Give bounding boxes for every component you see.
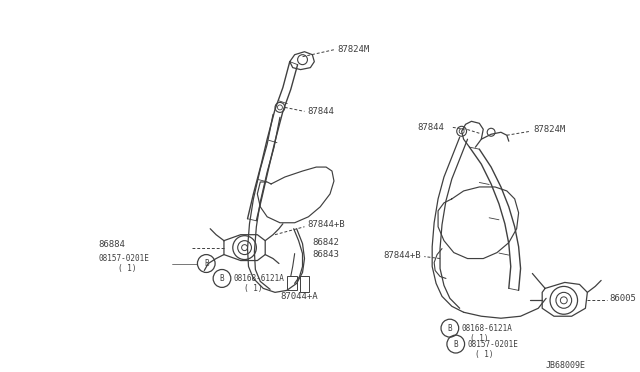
Text: B: B — [204, 259, 209, 268]
Bar — [287, 276, 296, 291]
Text: 08157-0201E: 08157-0201E — [98, 254, 149, 263]
Text: 86843: 86843 — [312, 250, 339, 259]
Text: B: B — [220, 274, 224, 283]
Text: B: B — [447, 324, 452, 333]
Text: B: B — [454, 340, 458, 349]
Text: 08168-6121A: 08168-6121A — [461, 324, 513, 333]
Text: 87824M: 87824M — [533, 125, 566, 134]
Text: ( 1): ( 1) — [244, 284, 262, 293]
Text: 86005: 86005 — [609, 294, 636, 303]
Text: 87044+A: 87044+A — [280, 292, 317, 301]
Text: ( 1): ( 1) — [470, 334, 488, 343]
Text: ( 1): ( 1) — [476, 350, 494, 359]
Text: ( 1): ( 1) — [118, 264, 136, 273]
Text: 87844: 87844 — [307, 107, 334, 116]
Text: 87824M: 87824M — [337, 45, 369, 54]
Text: 86842: 86842 — [312, 238, 339, 247]
Text: 08157-0201E: 08157-0201E — [468, 340, 518, 349]
Text: 87844+B: 87844+B — [307, 220, 345, 229]
Text: 87844: 87844 — [417, 123, 444, 132]
Bar — [300, 276, 309, 292]
Text: JB68009E: JB68009E — [545, 361, 586, 370]
Text: 08168-6121A: 08168-6121A — [234, 274, 285, 283]
Text: 87844+B: 87844+B — [383, 251, 420, 260]
Text: 86884: 86884 — [98, 240, 125, 249]
